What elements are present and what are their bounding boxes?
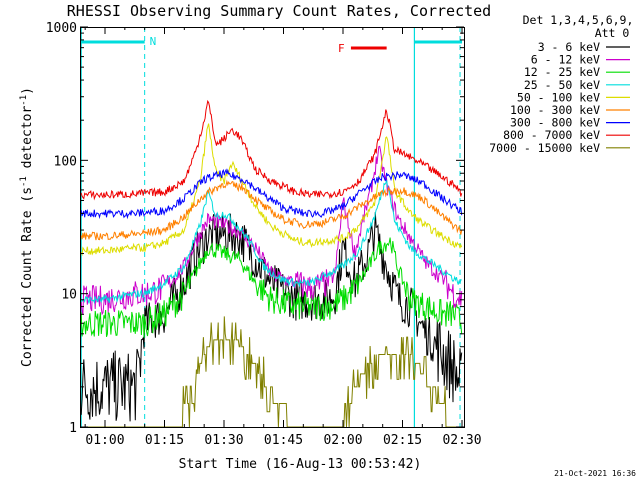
x-tick-label: 02:00 bbox=[323, 433, 362, 448]
x-tick-label: 02:15 bbox=[383, 433, 422, 448]
legend-label: 100 - 300 keV bbox=[510, 103, 600, 117]
series-line-25-50-kev bbox=[80, 180, 462, 305]
x-tick-label: 02:30 bbox=[442, 433, 481, 448]
y-axis-label-part-2: detector bbox=[20, 106, 35, 177]
y-tick-label: 1000 bbox=[46, 21, 77, 36]
series-line-800-7000-kev bbox=[80, 99, 463, 201]
y-axis-label-part-3: ) bbox=[20, 87, 35, 95]
y-axis-label-part-1: Corrected Count Rate (s bbox=[20, 187, 35, 367]
legend-label: 300 - 800 keV bbox=[510, 116, 600, 130]
legend-label: 50 - 100 keV bbox=[517, 90, 600, 104]
plot-marks: NF bbox=[80, 27, 463, 428]
x-tick-label: 01:15 bbox=[145, 433, 184, 448]
legend-label: 12 - 25 keV bbox=[524, 65, 600, 79]
plot-frame bbox=[80, 27, 465, 428]
series-line-50-100-kev bbox=[80, 123, 463, 257]
legend-label: 25 - 50 keV bbox=[524, 78, 600, 92]
flare-label: F bbox=[338, 42, 345, 55]
y-tick-label: 1 bbox=[69, 421, 77, 436]
y-axis-label: Corrected Count Rate (s-1 detector-1) bbox=[19, 87, 35, 367]
x-axis-label: Start Time (16-Aug-13 00:53:42) bbox=[179, 457, 422, 472]
axes: 01:00 01:15 01:30 01:45 02:00 02:15 02:30 1 10 10… bbox=[46, 21, 482, 448]
x-tick-label: 01:45 bbox=[264, 433, 303, 448]
x-tick-label: 01:00 bbox=[85, 433, 124, 448]
series-line-7000-15000-kev bbox=[81, 316, 458, 428]
series-line-300-800-kev bbox=[80, 168, 463, 220]
y-tick-label: 10 bbox=[61, 288, 77, 303]
legend-header-line-1: Det 1,3,4,5,6,9, bbox=[523, 13, 634, 27]
render-timestamp: 21-Oct-2021 16:36 bbox=[554, 469, 636, 478]
series-line-12-25-kev bbox=[80, 237, 463, 338]
y-tick-label: 100 bbox=[54, 154, 77, 169]
chart-title: RHESSI Observing Summary Count Rates, Co… bbox=[67, 2, 491, 20]
legend-label: 800 - 7000 keV bbox=[503, 128, 600, 142]
series-line-100-300-kev bbox=[80, 179, 463, 241]
legend-label: 6 - 12 keV bbox=[531, 53, 600, 67]
legend-label: 3 - 6 keV bbox=[538, 40, 600, 54]
y-axis-label-exponent-1: -1 bbox=[19, 176, 29, 187]
legend-header-line-2: Att 0 bbox=[595, 26, 630, 40]
legend-label: 7000 - 15000 keV bbox=[489, 141, 600, 155]
night-label: N bbox=[150, 35, 157, 48]
x-tick-label: 01:30 bbox=[204, 433, 243, 448]
y-axis-label-exponent-2: -1 bbox=[19, 95, 29, 106]
